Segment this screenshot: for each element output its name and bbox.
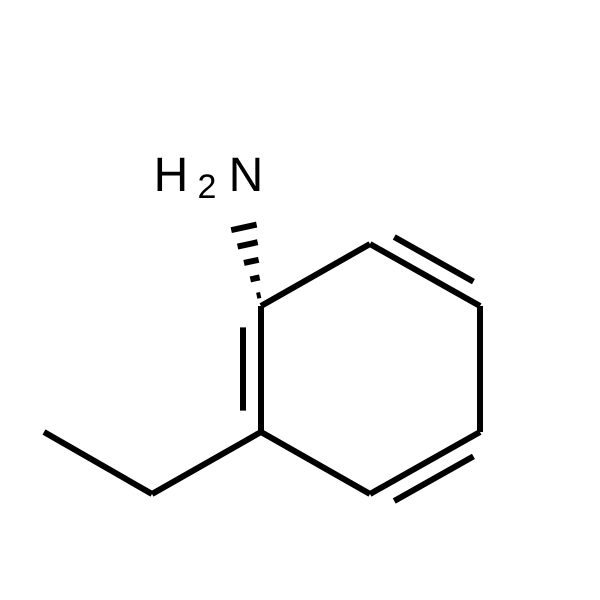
chemical-structure-svg: H2N <box>0 0 600 600</box>
bonds-layer <box>44 237 480 501</box>
stereo-wedge <box>231 225 260 296</box>
atom-labels: H2N <box>154 149 264 207</box>
amine-label: H2N <box>154 149 264 207</box>
